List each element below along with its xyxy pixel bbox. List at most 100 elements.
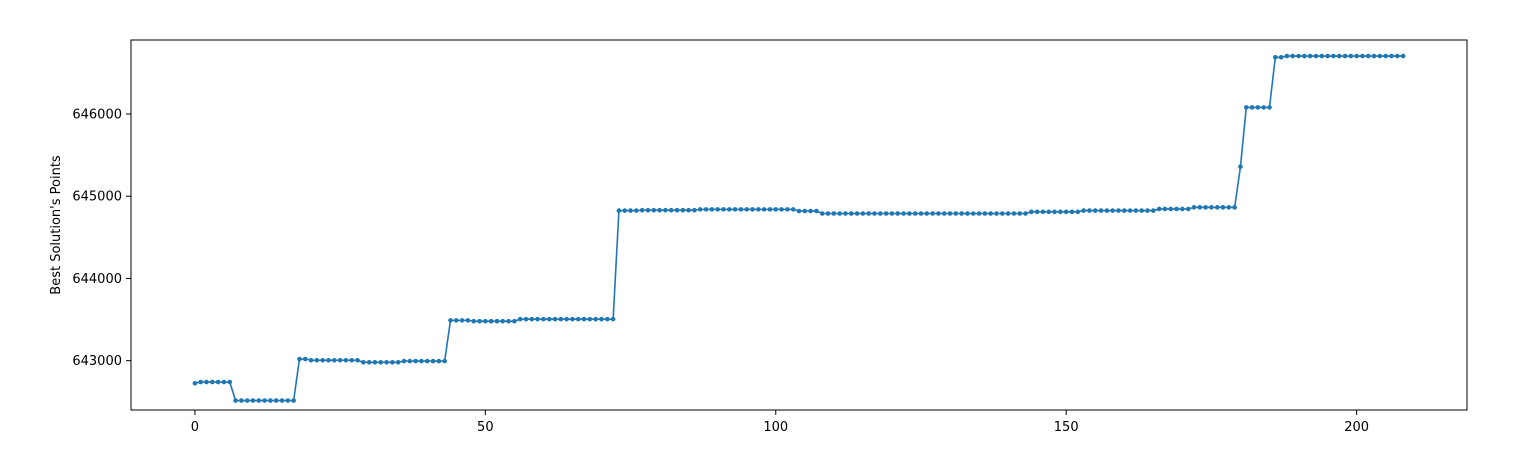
data-point: [970, 211, 976, 216]
data-point: [500, 318, 506, 324]
plot-area: [192, 53, 1406, 403]
data-point: [279, 398, 285, 403]
data-point: [529, 316, 535, 322]
data-point: [732, 207, 738, 212]
data-point: [488, 318, 494, 324]
data-point: [552, 316, 558, 322]
data-point: [506, 318, 511, 324]
data-point: [773, 207, 779, 212]
data-point: [680, 207, 686, 213]
data-point: [575, 316, 581, 322]
data-point: [221, 379, 227, 385]
data-point: [639, 207, 645, 213]
data-point: [198, 379, 203, 385]
data-point: [1261, 105, 1266, 110]
data-point: [988, 211, 993, 216]
data-point: [959, 211, 964, 216]
axes-frame: [130, 39, 1468, 411]
data-point: [1302, 53, 1307, 59]
data-point: [430, 358, 436, 364]
data-point: [1075, 209, 1081, 215]
data-point: [1342, 53, 1348, 59]
data-point: [587, 316, 593, 322]
data-point: [657, 207, 662, 213]
data-point: [895, 211, 901, 216]
data-point: [785, 207, 790, 212]
data-point: [483, 318, 488, 324]
x-tick-label: 100: [763, 420, 788, 435]
data-point: [1400, 53, 1406, 59]
data-point: [1046, 209, 1052, 215]
y-tick-label: 646000: [72, 108, 122, 123]
data-point: [546, 316, 552, 322]
x-tick-label: 0: [191, 420, 199, 435]
data-point: [390, 360, 395, 365]
x-tick-label: 150: [1054, 420, 1079, 435]
data-point: [872, 211, 877, 216]
x-axis: 0 50 100 150 200: [191, 410, 1369, 435]
data-point: [465, 318, 471, 323]
data-point: [250, 398, 256, 403]
data-point: [953, 211, 959, 216]
data-point: [448, 318, 453, 323]
data-point: [1145, 208, 1150, 213]
data-point: [721, 207, 726, 212]
data-point: [262, 398, 267, 403]
data-point: [1191, 205, 1197, 210]
data-point: [541, 316, 546, 322]
data-point: [1110, 208, 1115, 213]
data-point: [233, 398, 238, 403]
data-point: [1365, 53, 1371, 59]
data-point: [558, 316, 564, 322]
data-point: [697, 207, 703, 212]
data-point: [1383, 53, 1388, 59]
data-point: [912, 211, 918, 216]
data-point: [291, 398, 296, 403]
data-point: [204, 379, 209, 385]
data-point: [808, 208, 813, 214]
data-point: [750, 207, 755, 212]
data-point: [1313, 53, 1319, 59]
data-point: [395, 360, 401, 365]
data-point: [599, 316, 604, 322]
data-point: [419, 358, 424, 364]
data-point: [1255, 105, 1261, 110]
data-point: [1011, 211, 1017, 216]
data-point: [930, 211, 935, 216]
data-point: [605, 316, 610, 322]
data-point: [1331, 53, 1336, 59]
data-point: [744, 207, 750, 212]
data-point: [918, 211, 924, 216]
data-point: [709, 207, 715, 212]
data-point: [901, 211, 906, 216]
data-point: [384, 360, 389, 365]
data-point: [634, 208, 639, 213]
data-point: [1017, 211, 1023, 216]
data-point: [1023, 211, 1028, 216]
data-point: [1278, 54, 1284, 60]
data-point: [570, 316, 575, 322]
data-point: [622, 208, 628, 213]
data-point: [1180, 206, 1185, 212]
data-point: [982, 211, 988, 216]
data-point: [564, 316, 569, 322]
data-point: [843, 211, 848, 216]
data-point: [361, 360, 366, 365]
data-point: [1348, 53, 1354, 59]
y-axis-label: Best Solution's Points: [49, 155, 64, 295]
data-point: [883, 211, 889, 216]
data-point: [1284, 53, 1290, 59]
data-point: [1307, 53, 1313, 59]
data-point: [1116, 208, 1121, 213]
data-point: [355, 357, 360, 363]
data-point: [1243, 105, 1249, 110]
data-point: [790, 207, 796, 212]
data-point: [1168, 206, 1174, 212]
data-point: [610, 316, 616, 322]
data-point: [1162, 206, 1168, 212]
data-point: [1092, 208, 1098, 213]
data-point: [1209, 205, 1214, 210]
data-point: [837, 211, 842, 216]
data-point: [1336, 53, 1342, 59]
